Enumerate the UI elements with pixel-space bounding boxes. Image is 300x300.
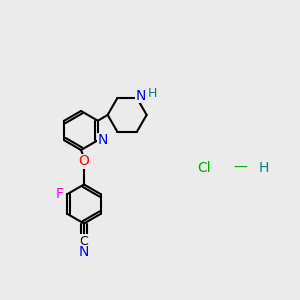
Text: N: N: [135, 88, 146, 103]
Text: —: —: [233, 161, 247, 175]
Text: C: C: [80, 235, 88, 248]
Text: O: O: [79, 154, 89, 168]
Text: F: F: [56, 187, 64, 201]
Text: H: H: [259, 161, 269, 175]
Text: N: N: [79, 245, 89, 259]
Text: Cl: Cl: [197, 161, 211, 175]
Text: N: N: [97, 133, 108, 147]
Text: H: H: [147, 87, 157, 100]
